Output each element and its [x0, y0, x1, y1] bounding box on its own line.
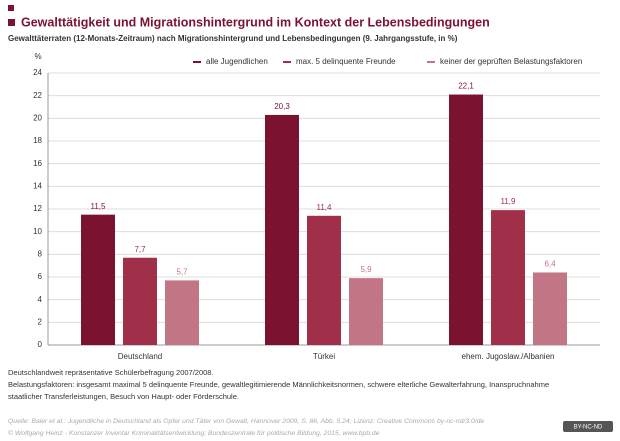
value-label: 7,7 [134, 245, 146, 254]
license-text: BY-NC-ND [574, 425, 603, 431]
y-tick-label: 8 [38, 249, 43, 258]
y-tick-label: 24 [33, 68, 42, 77]
x-tick-label: Türkei [313, 352, 335, 361]
bar [81, 214, 115, 345]
source: Quelle: Baier et al.: Jugendliche in Deu… [8, 418, 484, 425]
value-label: 11,9 [501, 197, 517, 206]
value-label: 11,5 [91, 202, 107, 211]
y-tick-label: 14 [33, 181, 42, 190]
y-tick-label: 22 [33, 91, 42, 100]
chart-subtitle: Gewalttäterraten (12-Monats-Zeitraum) na… [8, 34, 458, 43]
legend-label: alle Jugendlichen [206, 57, 268, 66]
y-tick-label: 4 [38, 295, 43, 304]
bar [165, 280, 199, 345]
y-tick-label: 6 [38, 272, 43, 281]
note: staatlicher Transferleistungen, Besuch v… [8, 392, 239, 401]
note: Deutschlandweit repräsentative Schülerbe… [8, 368, 214, 377]
value-label: 20,3 [274, 102, 290, 111]
bar [123, 257, 157, 345]
bar [307, 215, 341, 345]
x-tick-label: Deutschland [118, 352, 162, 361]
value-label: 6,4 [544, 260, 556, 269]
legend-label: max. 5 delinquente Freunde [296, 57, 396, 66]
icon [8, 5, 14, 11]
license-badge [563, 421, 613, 432]
bar [265, 114, 299, 345]
note: Belastungsfaktoren: insgesamt maximal 5 … [8, 380, 549, 389]
bar [491, 210, 525, 345]
y-tick-label: 0 [38, 340, 43, 349]
legend-label: keiner der geprüften Belastungsfaktoren [440, 57, 582, 66]
y-tick-label: 20 [33, 113, 42, 122]
y-unit: % [34, 52, 41, 61]
y-tick-label: 16 [33, 159, 42, 168]
y-tick-label: 12 [33, 204, 42, 213]
bar [533, 272, 567, 345]
value-label: 5,9 [360, 265, 372, 274]
y-tick-label: 18 [33, 136, 42, 145]
chart-title: Gewalttätigkeit und Migrationshintergrun… [21, 15, 490, 29]
bar [349, 278, 383, 345]
y-tick-label: 2 [38, 317, 43, 326]
icon [8, 19, 15, 26]
value-label: 5,7 [176, 268, 188, 277]
bar [449, 94, 483, 346]
value-label: 22,1 [458, 82, 474, 91]
value-label: 11,4 [317, 203, 333, 212]
source: © Wolfgang Heinz - Konstanzer Inventar K… [8, 429, 380, 437]
x-tick-label: ehem. Jugoslaw./Albanien [462, 352, 555, 361]
y-tick-label: 10 [33, 227, 42, 236]
